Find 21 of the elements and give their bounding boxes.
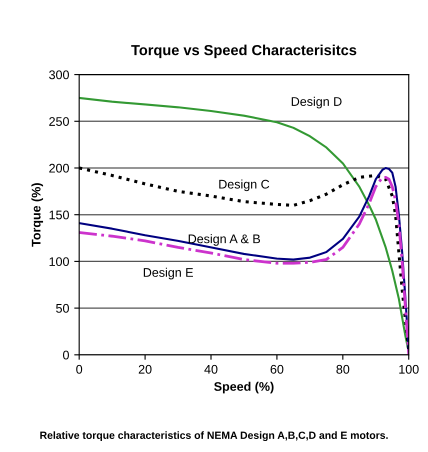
series-label: Design C	[219, 179, 270, 192]
y-tick-label: 250	[49, 117, 69, 126]
y-tick-label: 0	[62, 350, 69, 360]
y-tick-label: 150	[50, 210, 69, 220]
text: Relative torque characteristics of NEMA Design A,B,C,D and E motors.	[40, 431, 388, 442]
x-tick-label: 60	[270, 364, 284, 374]
x-axis-title: Speed (%)	[214, 382, 274, 394]
y-tick-label: 300	[49, 70, 69, 80]
chart-title: Torque vs Speed Characterisitcs	[131, 44, 356, 58]
series-label: Design D	[292, 96, 342, 108]
y-tick-label: 100	[50, 257, 69, 266]
y-axis-title: Torque (%)	[31, 183, 44, 247]
y-tick-label: 200	[49, 164, 69, 173]
x-tick-label: 40	[204, 364, 218, 374]
y-tick-label: 50	[56, 304, 69, 313]
x-tick-label: 100	[399, 364, 419, 374]
x-tick-label: 80	[336, 364, 350, 374]
series-label: Design E	[144, 268, 193, 280]
series-label: Design A & B	[188, 234, 260, 246]
x-tick-label: 20	[138, 364, 152, 374]
x-tick-label: 0	[76, 364, 82, 374]
